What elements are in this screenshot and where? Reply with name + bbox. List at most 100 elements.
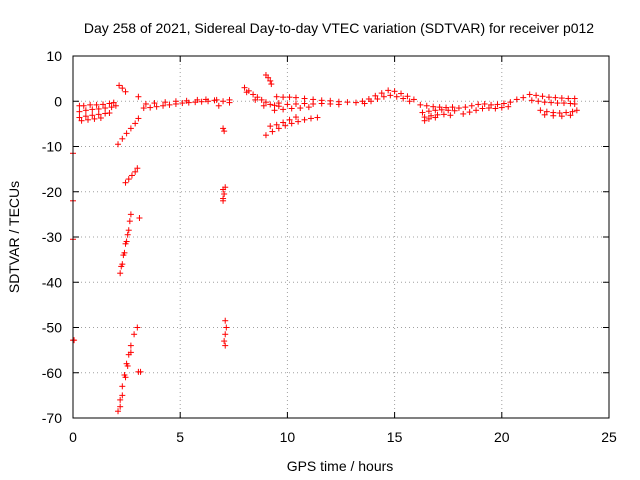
data-point (344, 99, 351, 106)
data-point (220, 125, 227, 132)
data-point (241, 84, 248, 91)
data-point (282, 122, 289, 129)
data-point (128, 172, 135, 179)
data-point (97, 114, 104, 121)
data-point (122, 88, 129, 95)
data-point (142, 100, 149, 107)
data-point (563, 109, 570, 116)
data-point (275, 125, 282, 132)
data-point (267, 101, 274, 108)
data-point (543, 108, 550, 115)
data-point (273, 121, 280, 128)
data-point (438, 106, 445, 113)
data-point (451, 107, 458, 114)
data-point (116, 82, 123, 89)
data-point (485, 105, 492, 112)
data-point (76, 108, 83, 115)
data-point (428, 112, 435, 119)
data-point (258, 96, 265, 103)
data-point (135, 93, 142, 100)
data-point (494, 101, 501, 108)
data-point (398, 90, 405, 97)
data-point (537, 107, 544, 114)
data-point (475, 101, 482, 108)
data-point (115, 408, 122, 415)
data-point (301, 100, 308, 107)
data-point (82, 107, 89, 114)
data-point (183, 97, 190, 104)
grid (73, 56, 609, 418)
data-point (89, 112, 96, 119)
data-point (455, 105, 462, 112)
axes (72, 55, 610, 419)
data-point (447, 112, 454, 119)
data-point (252, 96, 259, 103)
data-point (119, 392, 126, 399)
data-point (481, 100, 488, 107)
data-point (87, 101, 94, 108)
data-point (243, 89, 250, 96)
data-point (432, 114, 439, 121)
data-point (393, 93, 400, 100)
data-point (286, 94, 293, 101)
data-point (488, 101, 495, 108)
data-point (473, 107, 480, 114)
data-point (280, 119, 287, 126)
data-point (160, 102, 167, 109)
data-point (260, 102, 267, 109)
data-point (136, 214, 143, 221)
data-point (100, 101, 107, 108)
chart-title: Day 258 of 2021, Sidereal Day-to-day VTE… (84, 20, 594, 36)
data-point (273, 93, 280, 100)
data-point (573, 107, 580, 114)
data-point (571, 100, 578, 107)
data-point (301, 116, 308, 123)
data-point (215, 102, 222, 109)
data-point (222, 342, 229, 349)
data-point (353, 99, 360, 106)
data-point (271, 107, 278, 114)
data-point (571, 95, 578, 102)
data-point (269, 128, 276, 135)
data-point (558, 95, 565, 102)
data-series-sdtvar (70, 72, 580, 415)
data-point (292, 100, 299, 107)
y-tick-label: -10 (42, 139, 62, 155)
data-point (425, 108, 432, 115)
data-point (117, 270, 124, 277)
data-point (125, 227, 132, 234)
data-point (80, 102, 87, 109)
data-point (95, 111, 102, 118)
data-point (297, 105, 304, 112)
data-point (378, 90, 385, 97)
data-point (262, 99, 269, 106)
data-point (85, 116, 92, 123)
data-point (221, 191, 228, 198)
data-point (124, 231, 131, 238)
data-point (432, 107, 439, 114)
data-point (423, 102, 430, 109)
data-point (380, 93, 387, 100)
data-point (556, 110, 563, 117)
data-point (327, 100, 334, 107)
y-tick-label: -40 (42, 274, 62, 290)
data-point (565, 95, 572, 102)
data-point (404, 93, 411, 100)
data-point (135, 115, 142, 122)
data-point (295, 118, 302, 125)
data-point (305, 104, 312, 111)
data-point (127, 342, 134, 349)
data-point (425, 115, 432, 122)
y-tick-label: -30 (42, 229, 62, 245)
data-point (124, 362, 131, 369)
x-tick-label: 0 (69, 429, 77, 445)
data-point (221, 338, 228, 345)
data-point (430, 103, 437, 110)
data-point (202, 96, 209, 103)
y-tick-label: 10 (46, 48, 62, 64)
data-point (286, 116, 293, 123)
data-point (400, 95, 407, 102)
y-tick-label: -50 (42, 320, 62, 336)
y-tick-label: 0 (54, 93, 62, 109)
data-point (106, 100, 113, 107)
